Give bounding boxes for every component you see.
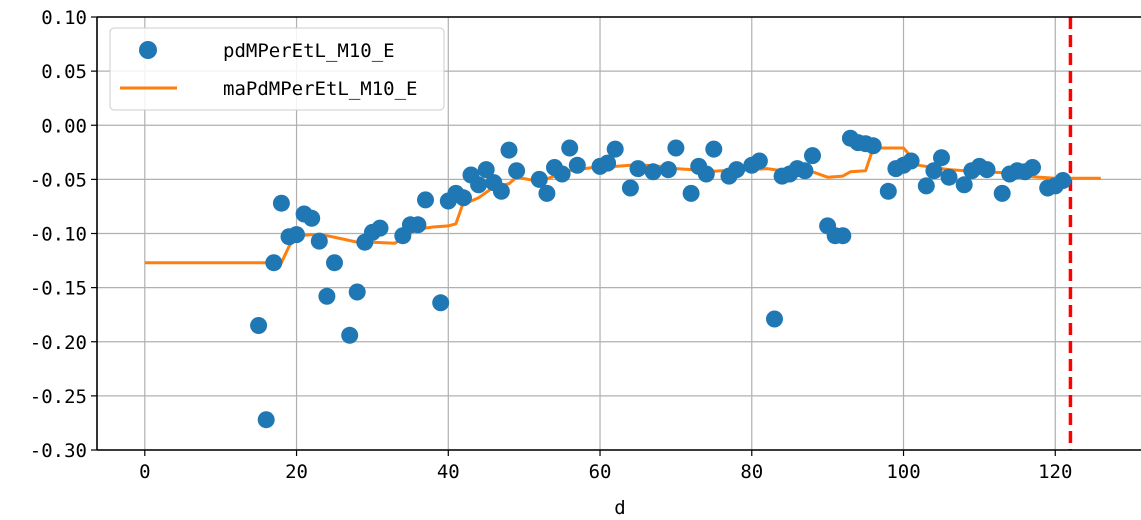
y-tick-label: -0.05 xyxy=(30,169,87,191)
scatter-point xyxy=(538,184,556,202)
scatter-point xyxy=(644,163,662,181)
x-tick-label: 120 xyxy=(1038,461,1072,483)
scatter-point xyxy=(470,176,488,194)
scatter-point xyxy=(864,137,882,155)
y-tick-label: 0.05 xyxy=(41,61,87,83)
scatter-point xyxy=(265,254,283,272)
scatter-point xyxy=(925,162,943,180)
scatter-point xyxy=(978,161,996,179)
y-tick-label: 0.10 xyxy=(41,7,87,29)
scatter-point xyxy=(348,283,366,301)
scatter-point xyxy=(492,182,510,200)
scatter-point xyxy=(371,219,389,237)
scatter-point xyxy=(455,189,472,207)
x-tick-label: 100 xyxy=(886,461,920,483)
scatter-point xyxy=(621,179,639,197)
scatter-point xyxy=(659,161,677,179)
scatter-point xyxy=(310,232,328,250)
scatter-point xyxy=(766,310,783,328)
scatter-point xyxy=(955,176,973,194)
scatter-point xyxy=(629,160,647,178)
scatter-point xyxy=(303,209,321,227)
scatter-point xyxy=(561,139,579,157)
scatter-point xyxy=(250,317,268,334)
legend-entry-line: maPdMPerEtL_M10_E xyxy=(223,78,417,100)
scatter-point xyxy=(750,152,768,170)
scatter-point xyxy=(326,254,343,272)
scatter-point xyxy=(553,165,571,183)
scatter-point xyxy=(318,287,336,305)
scatter-point xyxy=(1054,172,1072,189)
scatter-point xyxy=(272,194,290,212)
y-tick-label: -0.20 xyxy=(30,332,87,354)
scatter-point xyxy=(341,326,359,344)
x-tick-label: 40 xyxy=(437,461,460,483)
grid xyxy=(97,16,1141,451)
scatter-point xyxy=(530,170,548,188)
scatter-point xyxy=(508,162,526,180)
x-axis-label: d xyxy=(614,497,625,519)
scatter-point xyxy=(606,140,624,158)
scatter-point xyxy=(697,165,715,183)
x-tick-label: 80 xyxy=(740,461,763,483)
scatter-point xyxy=(796,162,814,180)
x-tick-label: 60 xyxy=(589,461,612,483)
legend-box xyxy=(109,27,445,111)
ticks: 0 20 40 60 80 100 120 0.10 0.05 0.00 -0.05 -0.10 -0.… xyxy=(30,7,1073,483)
scatter-point xyxy=(933,149,950,167)
scatter-point xyxy=(804,147,821,165)
scatter-point xyxy=(257,411,275,429)
scatter-layer xyxy=(250,129,1072,429)
legend: pdMPerEtL_M10_E maPdMPerEtL_M10_E xyxy=(109,27,445,111)
y-tick-label: -0.30 xyxy=(30,440,87,462)
scatter-point xyxy=(917,177,935,195)
scatter-point xyxy=(477,161,495,179)
scatter-point xyxy=(940,168,958,186)
y-tick-label: -0.15 xyxy=(30,278,87,300)
scatter-point xyxy=(432,294,450,312)
scatter-point xyxy=(417,191,434,209)
scatter-point xyxy=(993,184,1011,202)
scatter-point xyxy=(500,141,518,159)
scatter-point xyxy=(409,216,427,234)
scatter-point xyxy=(682,184,700,202)
scatter-point xyxy=(1024,159,1041,176)
scatter-point xyxy=(728,161,746,179)
scatter-point xyxy=(667,139,685,157)
scatter-point xyxy=(288,226,305,244)
x-tick-label: 20 xyxy=(285,461,308,483)
x-tick-label: 0 xyxy=(139,461,150,483)
y-tick-label: -0.10 xyxy=(30,224,87,246)
scatter-point xyxy=(568,156,586,174)
y-tick-label: 0.00 xyxy=(41,115,87,137)
legend-marker-scatter xyxy=(139,41,157,59)
y-tick-label: -0.25 xyxy=(30,386,87,408)
scatter-point xyxy=(705,140,723,158)
scatter-point xyxy=(834,227,852,245)
scatter-point xyxy=(599,154,617,172)
legend-entry-scatter: pdMPerEtL_M10_E xyxy=(223,40,395,62)
scatter-point xyxy=(902,152,920,170)
scatter-point xyxy=(879,182,897,200)
